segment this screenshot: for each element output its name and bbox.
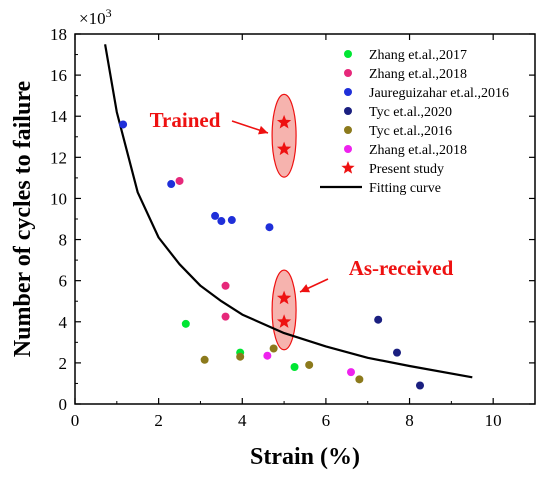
legend-label: Tyc et.al.,2016 [369,124,452,139]
legend-marker-star [341,161,355,174]
legend-label: Zhang et.al.,2017 [369,48,467,63]
ticks-layer: 0 2 4 6 8 10 0 2 4 6 8 10 12 14 16 18 [50,25,535,430]
legend-label: Jaureguizahar et.al.,2016 [369,86,509,101]
annotation-label: Trained [150,108,221,132]
data-point-series-4 [269,344,278,353]
y-axis-multiplier: ×103 [79,6,112,28]
y-tick-label: 0 [59,395,68,414]
legend-marker [344,69,352,77]
data-point-series-0 [290,363,299,371]
legend-marker [344,126,352,134]
data-point-series-2 [119,120,128,129]
x-tick-label: 4 [238,411,247,430]
data-point-series-3 [416,381,424,390]
data-point-series-1 [221,312,230,321]
present-study-star [276,114,292,129]
y-tick-label: 2 [59,354,68,373]
legend-marker [344,107,352,115]
y-tick-label: 10 [50,189,67,208]
legend-label: Fitting curve [369,181,441,196]
y-tick-label: 18 [50,25,67,44]
data-point-series-2 [217,217,226,226]
data-point-series-4 [355,375,364,384]
y-tick-label: 16 [50,66,67,85]
data-point-series-3 [374,315,383,324]
annotation-arrowhead [258,125,268,135]
highlight-ellipse [271,269,297,351]
present-study-star [276,314,292,328]
data-point-series-5 [347,368,355,377]
points-layer [119,114,424,390]
y-tick-label: 4 [59,313,68,332]
fitting-curve [104,44,473,379]
legend: Zhang et.al.,2017 Zhang et.al.,2018 Jaureg… [320,48,509,196]
x-tick-label: 2 [154,411,163,430]
annotation-label: As-received [349,256,454,280]
annotations: Trained As-received [150,108,454,293]
x-tick-label: 8 [405,411,414,430]
x-axis-label: Strain (%) [250,444,360,470]
legend-marker [344,50,352,58]
annotation-arrowhead [300,284,311,293]
highlight-ellipse [271,93,297,178]
legend-label: Zhang et.al.,2018 [369,143,467,158]
curve-layer [104,44,473,379]
present-study-star [276,141,292,156]
data-point-series-2 [227,216,236,225]
data-point-series-1 [221,281,230,290]
x-tick-label: 0 [71,411,80,430]
data-point-series-4 [236,352,245,361]
data-point-series-5 [263,351,272,360]
data-point-series-0 [181,319,190,328]
legend-label: Tyc et.al.,2020 [369,105,452,120]
x-tick-label: 6 [322,411,331,430]
data-point-series-4 [305,360,314,369]
legend-marker [344,88,352,96]
legend-label: Present study [369,162,444,177]
legend-label: Zhang et.al.,2018 [369,67,467,82]
data-point-series-3 [393,348,401,357]
data-point-series-2 [265,223,274,232]
present-study-star [276,290,292,305]
data-point-series-4 [200,355,209,364]
highlight-layer [271,93,297,351]
y-tick-label: 8 [59,231,68,250]
legend-marker [344,145,352,153]
y-tick-label: 6 [59,272,68,291]
data-point-series-2 [211,211,220,220]
y-tick-label: 14 [50,107,68,126]
y-tick-label: 12 [50,148,67,167]
y-axis-label: Number of cycles to failure [10,80,36,357]
data-point-series-1 [175,176,184,185]
x-tick-label: 10 [485,411,502,430]
data-point-series-2 [167,180,176,189]
